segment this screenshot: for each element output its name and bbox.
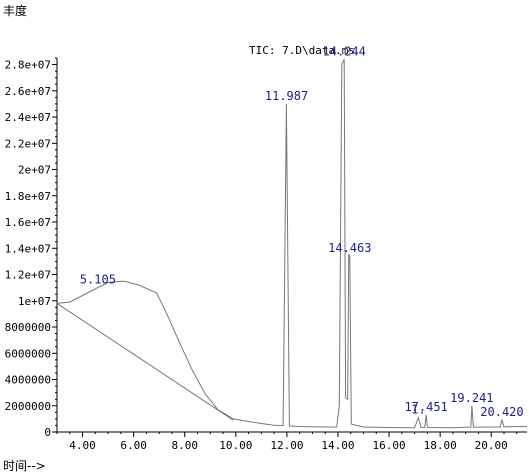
peak-label: 11.987 [265, 89, 308, 103]
y-tick-label: 6000000 [5, 347, 51, 360]
y-tick-label: 2.2e+07 [5, 137, 51, 150]
x-tick-label: 12.00 [270, 439, 303, 452]
axes: 020000004000000600000080000001e+071.2e+0… [5, 57, 527, 452]
x-axis-title: 时间--> [3, 459, 46, 473]
y-axis-title: 丰度 [3, 4, 28, 18]
y-tick-label: 2000000 [5, 400, 51, 413]
chart-title: TIC: 7.D\data.ms [249, 44, 355, 57]
x-tick-label: 4.00 [69, 439, 96, 452]
y-tick-label: 4000000 [5, 374, 51, 387]
peak-label: 19.241 [450, 391, 493, 405]
x-tick-label: 16.00 [373, 439, 406, 452]
x-tick-label: 6.00 [120, 439, 147, 452]
y-tick-label: 8000000 [5, 321, 51, 334]
x-tick-label: 10.00 [219, 439, 252, 452]
y-tick-label: 2.6e+07 [5, 85, 51, 98]
traces [56, 59, 528, 429]
x-tick-label: 20.00 [475, 439, 508, 452]
x-tick-label: 18.00 [424, 439, 457, 452]
y-tick-label: 1.8e+07 [5, 190, 51, 203]
peak-label: 14.244 [323, 44, 366, 58]
peak-label: 20.420 [480, 405, 523, 419]
y-tick-label: 1.4e+07 [5, 242, 51, 255]
x-tick-label: 14.00 [321, 439, 354, 452]
tic-trace [56, 59, 528, 429]
peak-label: 1. [411, 403, 425, 417]
peak-label: 17.451 [404, 400, 447, 414]
peak-labels: 5.105 11.987 14.244 14.463 1.17.45119.24120.… [80, 44, 524, 419]
y-tick-label: 1e+07 [18, 295, 51, 308]
x-tick-label: 8.00 [171, 439, 198, 452]
y-tick-label: 2.8e+07 [5, 59, 51, 72]
y-tick-label: 1.2e+07 [5, 269, 51, 282]
integration-baseline [56, 302, 234, 421]
peak-label: 14.463 [328, 241, 371, 255]
y-tick-label: 2.4e+07 [5, 111, 51, 124]
y-tick-label: 1.6e+07 [5, 216, 51, 229]
peak-label: 5.105 [80, 273, 116, 287]
y-tick-label: 0 [44, 426, 51, 439]
y-tick-label: 2e+07 [18, 164, 51, 177]
